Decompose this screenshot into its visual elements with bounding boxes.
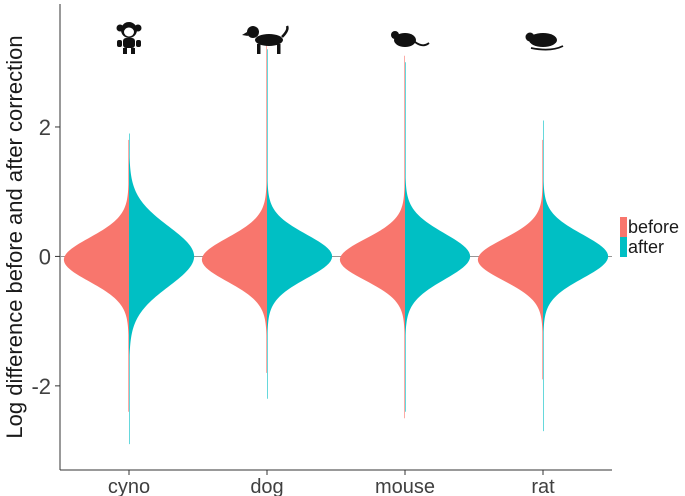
violin-after-rat	[543, 120, 609, 432]
x-tick-label-rat: rat	[531, 476, 555, 496]
category-icons	[116, 22, 564, 54]
violin-after-cyno	[129, 133, 195, 445]
x-tick-label-mouse: mouse	[375, 476, 435, 496]
violin-before-mouse	[339, 55, 405, 419]
violin-after-dog	[267, 49, 333, 399]
rat-icon	[525, 32, 564, 51]
mouse-icon	[391, 31, 430, 47]
y-tick-label: -2	[31, 374, 51, 399]
legend-swatch-after	[620, 237, 627, 257]
axes: -2 0 2 cyno dog mouse rat	[31, 4, 612, 496]
legend-label-before: before	[628, 217, 679, 237]
dog-icon	[242, 25, 289, 54]
x-tick-label-dog: dog	[250, 476, 283, 496]
y-tick-label: 2	[39, 115, 51, 140]
legend-label-after: after	[628, 237, 664, 257]
x-tick-label-cyno: cyno	[108, 476, 150, 496]
violin-before-dog	[201, 42, 267, 373]
y-axis-label: Log difference before and after correcti…	[2, 35, 27, 438]
violin-after-mouse	[405, 62, 471, 412]
monkey-icon	[116, 22, 142, 54]
y-tick-label: 0	[39, 244, 51, 269]
violin-before-rat	[477, 139, 543, 380]
legend-swatch-before	[620, 217, 627, 237]
violin-before-cyno	[63, 139, 129, 412]
violins	[63, 42, 609, 445]
